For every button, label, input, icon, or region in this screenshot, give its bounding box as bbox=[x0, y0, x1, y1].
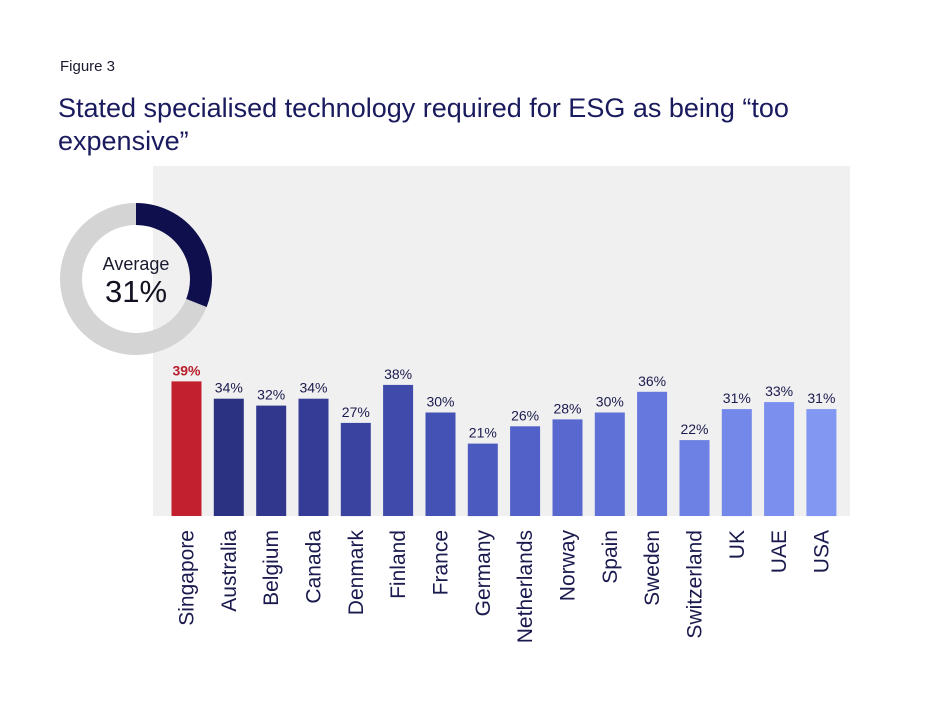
average-donut-arc bbox=[135, 203, 212, 307]
category-label-uk: UK bbox=[726, 530, 749, 559]
bar-belgium bbox=[256, 405, 287, 516]
bar-france bbox=[425, 412, 456, 516]
bar-netherlands bbox=[510, 426, 541, 516]
category-label-netherlands: Netherlands bbox=[514, 530, 537, 643]
category-label-canada: Canada bbox=[303, 530, 326, 604]
average-label: Average bbox=[103, 254, 170, 274]
value-label-denmark: 27% bbox=[342, 404, 370, 420]
bar-norway bbox=[552, 419, 583, 516]
category-label-australia: Australia bbox=[218, 530, 241, 612]
category-label-sweden: Sweden bbox=[641, 530, 664, 606]
bar-uk bbox=[721, 409, 752, 517]
bars-group: 39% Singapore 34% Australia 32% Belgium 34% Can… bbox=[171, 362, 837, 643]
category-label-uae: UAE bbox=[768, 530, 791, 573]
value-label-belgium: 32% bbox=[257, 387, 285, 403]
category-label-spain: Spain bbox=[599, 530, 622, 584]
category-label-germany: Germany bbox=[472, 530, 495, 617]
value-label-norway: 28% bbox=[553, 400, 581, 416]
bar-denmark bbox=[340, 422, 371, 517]
value-label-france: 30% bbox=[426, 394, 454, 410]
bar-canada bbox=[298, 398, 329, 516]
bar-finland bbox=[383, 384, 414, 516]
average-donut: Average 31% bbox=[60, 203, 212, 355]
figure-label: Figure 3 bbox=[60, 58, 116, 75]
bar-germany bbox=[467, 443, 498, 517]
value-label-netherlands: 26% bbox=[511, 407, 539, 423]
bar-switzerland bbox=[679, 440, 710, 516]
category-label-denmark: Denmark bbox=[345, 530, 368, 616]
bar-australia bbox=[213, 398, 244, 516]
category-label-france: France bbox=[430, 530, 453, 595]
value-label-uae: 33% bbox=[765, 383, 793, 399]
value-label-spain: 30% bbox=[596, 394, 624, 410]
value-label-finland: 38% bbox=[384, 366, 412, 382]
category-label-usa: USA bbox=[810, 530, 833, 573]
value-label-usa: 31% bbox=[807, 390, 835, 406]
average-value: 31% bbox=[105, 274, 167, 309]
bar-singapore bbox=[171, 381, 202, 516]
value-label-germany: 21% bbox=[469, 425, 497, 441]
chart-title: Stated specialised technology required f… bbox=[58, 93, 789, 156]
category-label-switzerland: Switzerland bbox=[684, 530, 707, 639]
bar-usa bbox=[806, 409, 837, 517]
value-label-sweden: 36% bbox=[638, 373, 666, 389]
category-label-singapore: Singapore bbox=[176, 530, 199, 626]
bar-sweden bbox=[637, 391, 668, 516]
category-label-finland: Finland bbox=[387, 530, 410, 599]
value-label-uk: 31% bbox=[723, 390, 751, 406]
bar-uae bbox=[764, 402, 795, 516]
bar-spain bbox=[594, 412, 625, 516]
value-label-singapore: 39% bbox=[172, 362, 201, 378]
category-label-norway: Norway bbox=[557, 530, 580, 602]
value-label-australia: 34% bbox=[215, 380, 243, 396]
category-label-belgium: Belgium bbox=[260, 530, 283, 606]
value-label-switzerland: 22% bbox=[680, 421, 708, 437]
value-label-canada: 34% bbox=[299, 380, 327, 396]
